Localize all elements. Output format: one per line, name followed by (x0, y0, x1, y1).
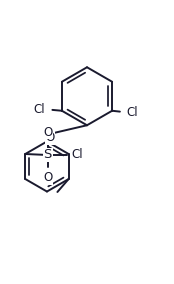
Text: O: O (45, 131, 54, 144)
Text: Cl: Cl (34, 103, 45, 116)
Text: S: S (44, 148, 52, 161)
Text: O: O (43, 171, 52, 184)
Text: O: O (43, 126, 52, 139)
Text: Cl: Cl (127, 106, 138, 119)
Text: Cl: Cl (71, 148, 83, 161)
